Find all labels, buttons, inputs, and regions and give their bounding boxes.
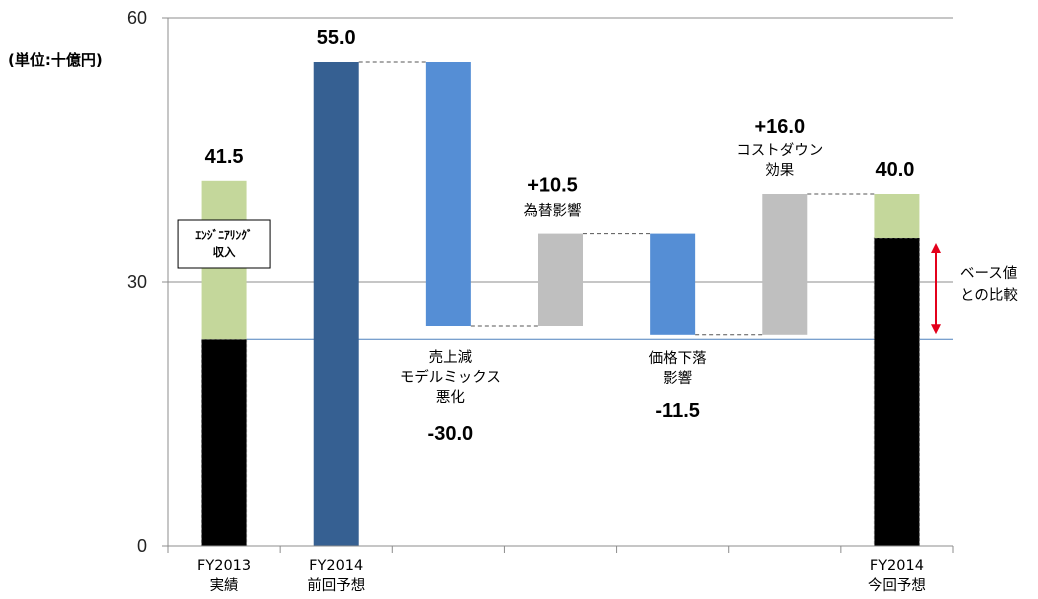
value-label-bar-5: +16.0 (754, 116, 805, 138)
annotation-bar-3: 為替影響 (524, 202, 582, 220)
value-label-bar-0: 41.5 (205, 146, 244, 168)
annotation-bar-4: 影響 (663, 369, 692, 387)
x-tick-label: FY2014 (309, 558, 363, 574)
labels: FY2013 実績 FY2014 前回予想 FY2014 今回予想 41.5 55.0 40.0… (197, 27, 926, 594)
value-label-bar-4: -11.5 (655, 400, 699, 422)
bars (201, 62, 920, 547)
y-tick-label-0: 0 (137, 536, 147, 556)
bar-6-segment-1 (874, 194, 920, 238)
value-label-bar-6: 40.0 (875, 159, 914, 181)
x-tick-label: FY2013 (197, 558, 251, 574)
annotation-bar-5: 効果 (765, 162, 794, 179)
y-tick-label-30: 30 (127, 272, 147, 292)
value-label-bar-3: +10.5 (527, 175, 578, 197)
bar-2-segment-0 (425, 62, 471, 326)
bar-5-segment-0 (762, 194, 808, 335)
unit-label: (単位:十億円) (8, 51, 103, 69)
annotation-bar-5: コストダウン (736, 142, 823, 159)
value-label-bar-2: -30.0 (428, 423, 474, 445)
bar-1-segment-0 (313, 62, 359, 546)
annotation-bar-2: 売上減 (429, 349, 473, 366)
y-tick-label-60: 60 (127, 8, 147, 28)
engineering-revenue-label: 収入 (213, 245, 236, 259)
x-tick-label: 実績 (210, 577, 239, 594)
engineering-revenue-box (177, 219, 271, 269)
axes: 0 30 60 (127, 8, 954, 556)
bar-0-segment-0 (201, 338, 248, 547)
comparison-label: ベース値 (960, 265, 1017, 282)
engineering-revenue-label: ｴﾝｼﾞﾆｱﾘﾝｸﾞ (195, 228, 253, 242)
x-tick-label: 今回予想 (868, 577, 926, 594)
bar-4-segment-0 (650, 233, 696, 335)
comparison-label: との比較 (960, 286, 1018, 304)
value-label-bar-1: 55.0 (317, 27, 356, 49)
x-tick-label: 前回予想 (307, 577, 365, 594)
annotation-bar-2: 悪化 (436, 389, 465, 406)
bar-3-segment-0 (538, 233, 583, 326)
x-tick-label: FY2014 (870, 558, 924, 574)
annotation-bar-4: 価格下落 (649, 350, 707, 367)
bar-6-segment-0 (873, 237, 920, 547)
annotation-bar-2: モデルミックス (400, 368, 501, 386)
